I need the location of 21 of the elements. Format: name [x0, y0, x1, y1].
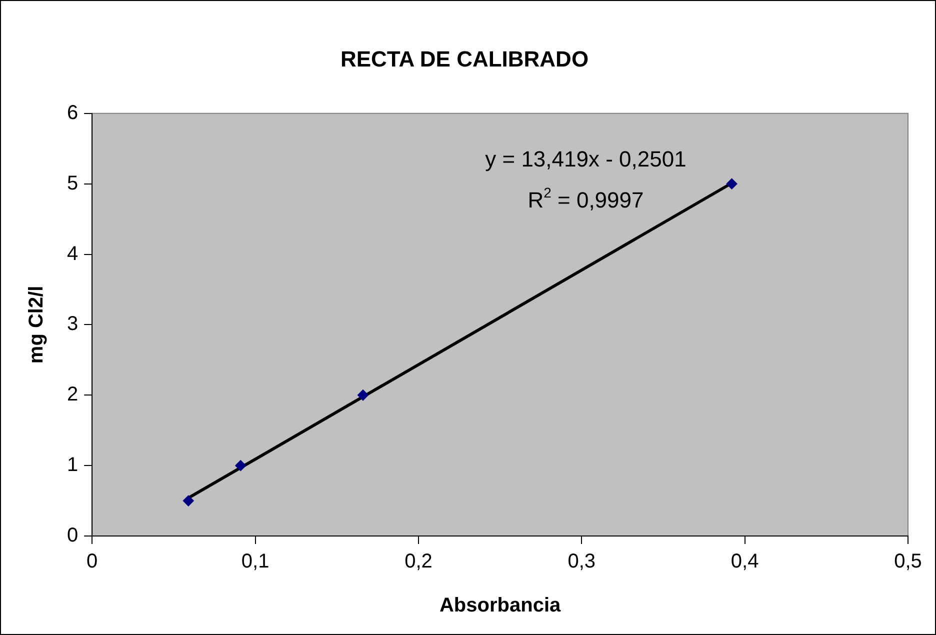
x-axis-title: Absorbancia	[439, 594, 562, 617]
y-tick-label: 5	[67, 172, 78, 194]
point	[726, 178, 738, 190]
x-tick-label: 0,4	[730, 550, 759, 573]
y-tick-label: 1	[67, 454, 78, 476]
y-tick-label: 4	[67, 242, 78, 265]
x-tick-label: 0	[86, 550, 98, 573]
x-tick-label: 0,5	[894, 550, 922, 573]
point	[235, 460, 246, 472]
chart-title: RECTA DE CALIBRADO	[340, 46, 589, 72]
y-tick-label: 3	[67, 313, 78, 336]
x-tick-label: 0,1	[241, 550, 270, 573]
point	[357, 390, 368, 401]
y-tick-label: 2	[67, 384, 78, 406]
point	[182, 495, 194, 506]
y-tick-label: 6	[67, 102, 78, 124]
x-tick-label: 0,2	[404, 550, 432, 573]
x-tick-label: 0,3	[568, 550, 596, 573]
y-axis-title: mg Cl2/l	[26, 286, 48, 364]
y-tick-label: 0	[67, 524, 78, 547]
annotation: y = 13,419x - 0,2501	[485, 146, 686, 172]
